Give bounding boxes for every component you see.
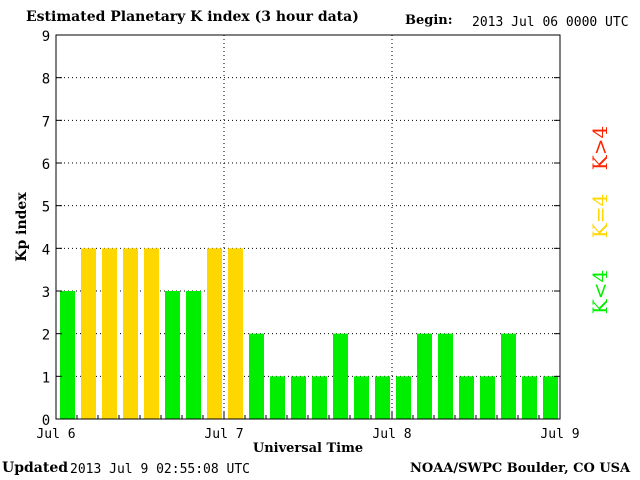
kp-bar-5 xyxy=(165,291,180,419)
legend: K<4 K=4 K>4 xyxy=(588,126,612,314)
y-tick-label-2: 2 xyxy=(42,328,50,344)
begin-label: Begin: xyxy=(405,13,453,28)
y-axis-label: Kp index xyxy=(14,192,30,262)
chart-title: Estimated Planetary K index (3 hour data… xyxy=(26,9,359,25)
kp-bar-0 xyxy=(60,291,75,419)
kp-bar-17 xyxy=(417,333,432,419)
kp-bar-4 xyxy=(144,248,159,419)
legend-item-0: K<4 xyxy=(588,270,612,314)
x-tick-label-3: Jul 9 xyxy=(540,427,579,442)
kp-bar-12 xyxy=(312,376,327,419)
kp-bar-10 xyxy=(270,376,285,419)
x-axis: Jul 6 Jul 7 Jul 8 Jul 9 xyxy=(36,411,580,442)
y-tick-label-1: 1 xyxy=(42,370,50,386)
kp-bar-8 xyxy=(228,248,243,419)
y-tick-label-6: 6 xyxy=(42,157,50,173)
x-axis-label: Universal Time xyxy=(253,441,363,456)
x-tick-label-1: Jul 7 xyxy=(204,427,243,442)
y-tick-label-5: 5 xyxy=(42,200,50,216)
kp-bar-14 xyxy=(354,376,369,419)
kp-bar-15 xyxy=(375,376,390,419)
y-axis: 0 1 2 3 4 5 6 7 8 9 xyxy=(42,29,560,429)
y-tick-label-9: 9 xyxy=(42,29,50,45)
kp-bar-9 xyxy=(249,333,264,419)
y-tick-label-4: 4 xyxy=(42,242,50,258)
kp-bar-20 xyxy=(480,376,495,419)
x-tick-label-0: Jul 6 xyxy=(36,427,75,442)
kp-bars xyxy=(60,248,558,419)
kp-bar-21 xyxy=(501,333,516,419)
kp-bar-23 xyxy=(543,376,558,419)
kp-bar-6 xyxy=(186,291,201,419)
kp-bar-16 xyxy=(396,376,411,419)
kp-bar-2 xyxy=(102,248,117,419)
legend-item-2: K>4 xyxy=(588,126,612,170)
kp-bar-18 xyxy=(438,333,453,419)
kp-bar-1 xyxy=(81,248,96,419)
updated-label: Updated xyxy=(2,460,69,476)
y-tick-label-7: 7 xyxy=(42,114,50,130)
x-tick-label-2: Jul 8 xyxy=(372,427,411,442)
updated-value: 2013 Jul 9 02:55:08 UTC xyxy=(70,462,251,477)
begin-value: 2013 Jul 06 0000 UTC xyxy=(472,15,629,30)
grid-lines xyxy=(56,35,560,419)
kp-bar-11 xyxy=(291,376,306,419)
kp-bar-19 xyxy=(459,376,474,419)
kp-bar-3 xyxy=(123,248,138,419)
legend-item-1: K=4 xyxy=(588,194,612,238)
y-tick-label-0: 0 xyxy=(42,413,50,429)
y-tick-label-8: 8 xyxy=(42,72,50,88)
kp-bar-7 xyxy=(207,248,222,419)
kp-bar-22 xyxy=(522,376,537,419)
y-tick-label-3: 3 xyxy=(42,285,50,301)
kp-bar-13 xyxy=(333,333,348,419)
credit-text: NOAA/SWPC Boulder, CO USA xyxy=(410,461,631,476)
